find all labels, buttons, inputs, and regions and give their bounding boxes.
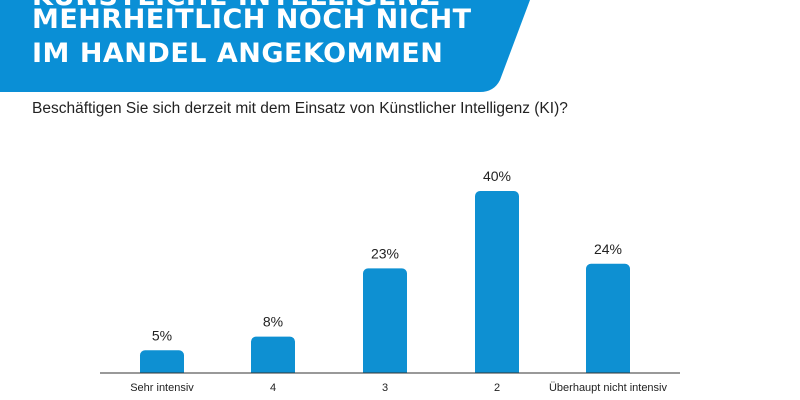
bar-4 [475, 191, 519, 379]
bar-value-label-3: 23% [371, 245, 399, 261]
header-title-line-3: IM HANDEL ANGEKOMMEN [32, 38, 444, 69]
baseline-mask [100, 373, 680, 380]
x-tick-label-2: 4 [270, 382, 276, 394]
x-tick-label-5: Überhaupt nicht intensiv [549, 382, 668, 394]
bar-1 [140, 350, 184, 379]
bar-value-label-2: 8% [263, 314, 283, 330]
bar-2 [251, 336, 295, 379]
x-tick-label-1: Sehr intensiv [130, 382, 194, 394]
bar-value-label-1: 5% [152, 327, 172, 343]
bar-value-label-4: 40% [483, 168, 511, 184]
bar-5 [586, 263, 630, 379]
header-title-line-2: MEHRHEITLICH NOCH NICHT [32, 4, 472, 35]
bar-3 [363, 268, 407, 379]
bar-value-label-5: 24% [594, 241, 622, 257]
survey-question: Beschäftigen Sie sich derzeit mit dem Ei… [32, 100, 568, 117]
x-tick-label-4: 2 [494, 382, 500, 394]
x-tick-label-3: 3 [382, 382, 388, 394]
header-title-line-1: KÜNSTLICHE INTELLIGENZ [32, 0, 440, 12]
